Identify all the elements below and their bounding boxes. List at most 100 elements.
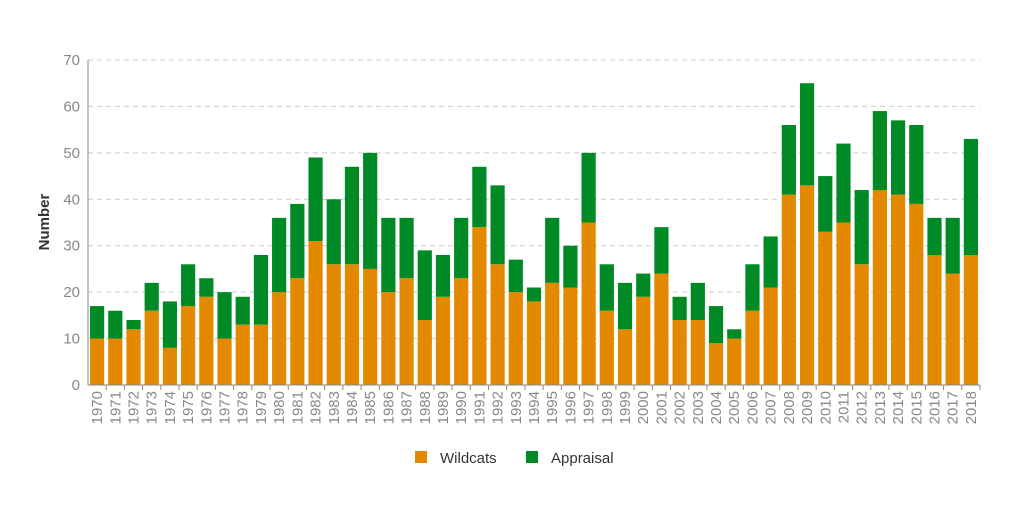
bar-appraisal-1993 [508, 259, 523, 293]
bar-appraisal-1990 [454, 217, 469, 279]
x-tick-label: 1998 [599, 391, 616, 424]
x-tick-label: 1991 [471, 391, 488, 424]
y-tick-label: 20 [63, 284, 80, 301]
y-tick-label: 40 [63, 191, 80, 208]
bar-appraisal-2009 [799, 83, 815, 186]
bar-appraisal-1991 [472, 166, 487, 228]
bar-wildcats-1979 [253, 324, 269, 385]
bar-wildcats-2001 [654, 273, 669, 385]
x-tick-label: 1995 [544, 391, 561, 424]
bar-appraisal-1997 [581, 152, 596, 223]
x-tick-label: 2005 [726, 391, 743, 424]
bar-wildcats-2000 [636, 296, 651, 385]
bar-appraisal-1981 [290, 203, 305, 279]
bar-appraisal-1985 [363, 152, 378, 269]
bar-wildcats-2016 [927, 255, 942, 385]
x-tick-label: 1994 [526, 391, 543, 424]
x-tick-label: 2016 [926, 391, 943, 424]
bar-wildcats-1992 [490, 264, 505, 385]
bar-wildcats-1977 [217, 338, 232, 385]
legend: Wildcats Appraisal [415, 450, 614, 467]
bar-wildcats-2013 [872, 190, 887, 385]
bar-appraisal-1980 [272, 217, 287, 293]
x-tick-label: 1972 [126, 391, 143, 424]
x-tick-label: 1985 [362, 391, 379, 424]
bar-wildcats-2005 [727, 338, 742, 385]
x-tick-label: 2017 [945, 391, 962, 424]
bar-appraisal-1974 [162, 301, 178, 348]
bar-appraisal-1983 [326, 199, 341, 265]
bar-wildcats-1972 [126, 329, 141, 385]
x-tick-label: 2012 [854, 391, 871, 424]
bar-wildcats-2006 [745, 310, 760, 385]
bar-appraisal-2007 [763, 236, 778, 288]
x-tick-label: 2010 [817, 391, 834, 424]
bar-wildcats-2010 [818, 231, 833, 385]
bar-wildcats-1981 [290, 278, 305, 385]
bar-wildcats-1978 [235, 324, 250, 385]
bar-appraisal-1996 [563, 245, 578, 288]
bar-appraisal-1975 [181, 264, 196, 307]
bar-appraisal-1994 [526, 287, 542, 302]
x-tick-label: 1993 [508, 391, 525, 424]
x-tick-label: 2001 [653, 391, 670, 424]
x-tick-label: 1992 [490, 391, 507, 424]
x-tick-label: 1970 [89, 391, 106, 424]
x-tick-label: 1997 [581, 391, 598, 424]
legend-swatch-appraisal [526, 451, 538, 463]
bar-appraisal-1999 [617, 282, 633, 330]
x-tick-label: 2006 [744, 391, 761, 424]
bar-appraisal-1987 [399, 217, 414, 279]
bar-wildcats-2017 [945, 273, 960, 385]
x-tick-label: 1977 [217, 391, 234, 424]
bar-wildcats-1987 [399, 278, 414, 385]
bar-appraisal-1972 [126, 320, 141, 330]
bar-wildcats-1991 [472, 227, 487, 385]
bar-appraisal-2000 [636, 273, 651, 297]
y-tick-label: 10 [63, 331, 80, 348]
x-tick-label: 1982 [308, 391, 325, 424]
x-tick-label: 1986 [380, 391, 397, 424]
x-tick-label: 1973 [144, 391, 161, 424]
bar-wildcats-2009 [799, 185, 815, 385]
bar-appraisal-2017 [945, 217, 960, 274]
x-tick-label: 1978 [235, 391, 252, 424]
bar-appraisal-2015 [909, 125, 924, 204]
bar-wildcats-1988 [417, 320, 432, 385]
legend-label-wildcats: Wildcats [440, 450, 497, 467]
x-tick-label: 1996 [562, 391, 579, 424]
y-tick-label: 70 [63, 52, 80, 69]
y-tick-label: 30 [63, 238, 80, 255]
y-tick-label: 50 [63, 145, 80, 162]
x-tick-label: 2011 [835, 391, 852, 423]
bar-wildcats-2018 [963, 255, 978, 385]
x-tick-label: 1976 [198, 391, 215, 424]
bar-wildcats-1995 [545, 282, 560, 385]
bar-appraisal-1998 [599, 264, 614, 311]
bar-appraisal-2014 [890, 120, 906, 195]
x-tick-label: 2009 [799, 391, 816, 424]
x-tick-label: 2013 [872, 391, 889, 424]
bar-wildcats-1999 [617, 329, 633, 385]
bar-wildcats-1980 [272, 292, 287, 385]
bar-wildcats-1997 [581, 222, 596, 385]
bar-wildcats-1975 [181, 306, 196, 385]
bar-wildcats-1970 [90, 338, 105, 385]
bar-wildcats-1982 [308, 241, 323, 385]
bar-wildcats-1976 [199, 296, 214, 385]
x-tick-label: 2003 [690, 391, 707, 424]
bar-appraisal-1970 [90, 306, 105, 339]
x-tick-label: 1987 [399, 391, 416, 424]
bar-wildcats-1990 [454, 278, 469, 385]
x-tick-label: 2008 [781, 391, 798, 424]
bar-wildcats-2014 [890, 194, 906, 385]
legend-label-appraisal: Appraisal [551, 450, 614, 467]
bar-wildcats-1985 [363, 268, 378, 385]
bar-appraisal-1989 [435, 255, 451, 297]
bar-appraisal-2008 [781, 125, 796, 195]
bar-wildcats-2002 [672, 320, 687, 385]
bar-appraisal-2005 [727, 329, 742, 339]
x-tick-label: 1980 [271, 391, 288, 424]
x-tick-label: 1974 [162, 391, 179, 424]
